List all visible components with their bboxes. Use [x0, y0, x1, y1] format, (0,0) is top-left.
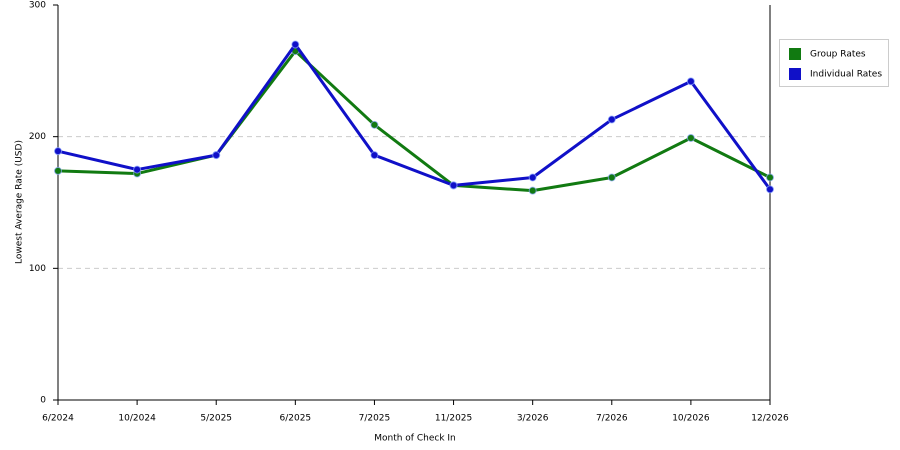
y-tick-label: 300 — [29, 1, 46, 11]
data-point — [686, 77, 695, 86]
y-axis-label: Lowest Average Rate (USD) — [15, 140, 25, 264]
data-point — [212, 151, 221, 160]
x-axis-label: Month of Check In — [374, 434, 456, 444]
data-point — [766, 173, 774, 182]
y-tick-label: 0 — [40, 396, 46, 406]
data-point — [133, 165, 142, 174]
data-point — [54, 166, 62, 175]
data-point — [291, 40, 300, 49]
series-line — [57, 43, 772, 191]
legend-label: Individual Rates — [810, 70, 882, 80]
data-point — [528, 173, 537, 182]
data-point — [607, 115, 616, 124]
x-tick-label: 3/2026 — [517, 414, 549, 424]
data-point — [686, 133, 695, 142]
y-tick-label: 100 — [29, 264, 46, 274]
data-point — [54, 147, 62, 156]
x-tick-label: 10/2024 — [118, 414, 156, 424]
legend-label: Group Rates — [810, 50, 866, 60]
legend-swatch — [789, 48, 801, 60]
x-tick-label: 7/2026 — [596, 414, 628, 424]
x-tick-label: 7/2025 — [359, 414, 391, 424]
data-point — [370, 151, 379, 160]
legend-swatch — [789, 68, 801, 80]
x-tick-label: 11/2025 — [435, 414, 472, 424]
data-point — [766, 185, 774, 194]
data-point — [528, 186, 537, 195]
data-point — [607, 173, 616, 182]
data-point — [370, 120, 379, 129]
x-tick-label: 12/2026 — [751, 414, 789, 424]
y-tick-label: 200 — [29, 132, 46, 142]
x-tick-label: 5/2025 — [200, 414, 232, 424]
x-tick-label: 6/2025 — [279, 414, 311, 424]
x-tick-label: 10/2026 — [672, 414, 710, 424]
x-tick-label: 6/2024 — [42, 414, 74, 424]
data-point — [449, 181, 458, 190]
series-line — [57, 49, 771, 193]
